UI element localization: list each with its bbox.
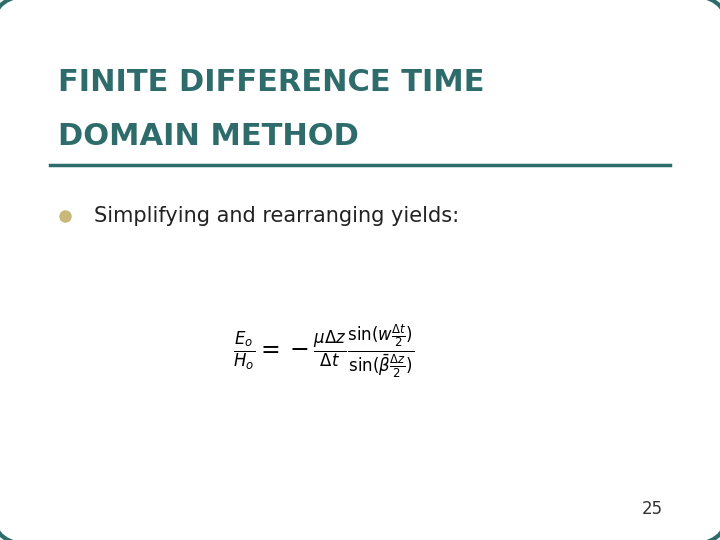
Text: DOMAIN METHOD: DOMAIN METHOD xyxy=(58,122,359,151)
Text: 25: 25 xyxy=(642,501,662,518)
Text: Simplifying and rearranging yields:: Simplifying and rearranging yields: xyxy=(94,206,459,226)
Text: FINITE DIFFERENCE TIME: FINITE DIFFERENCE TIME xyxy=(58,68,484,97)
Text: $\frac{E_o}{H_o} = -\frac{\mu\Delta z}{\Delta t}\frac{\sin(w\frac{\Delta t}{2})}: $\frac{E_o}{H_o} = -\frac{\mu\Delta z}{\… xyxy=(233,322,415,380)
